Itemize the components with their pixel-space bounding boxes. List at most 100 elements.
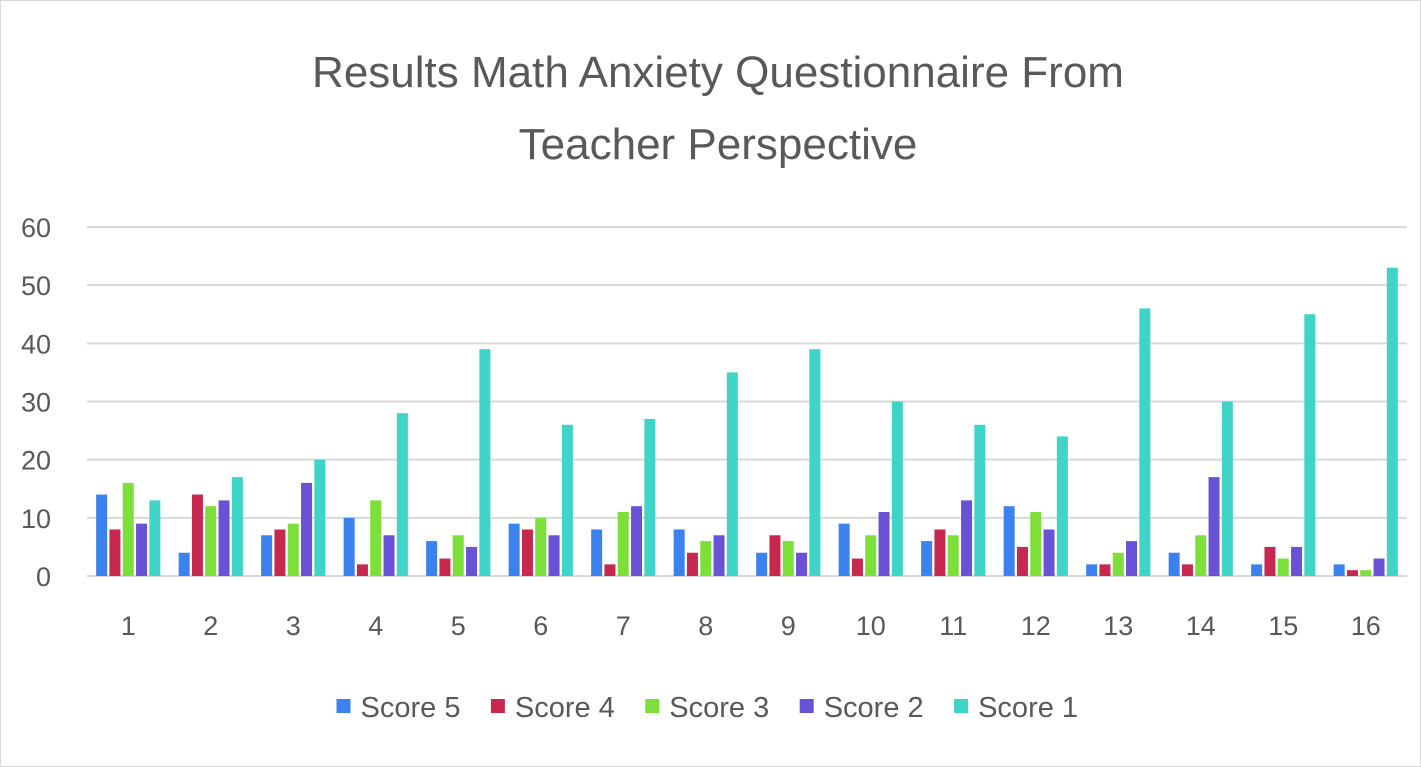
bar-score-2-cat-9 [796, 552, 808, 576]
bar-score-2-cat-2 [218, 500, 230, 576]
legend-label-score-5: Score 5 [361, 692, 461, 724]
bar-score-2-cat-6 [548, 535, 560, 576]
bar-score-3-cat-13 [1112, 552, 1124, 576]
bar-score-4-cat-7 [604, 564, 616, 576]
y-tick-label: 20 [21, 446, 51, 476]
bar-score-5-cat-14 [1168, 552, 1180, 576]
bar-score-2-cat-5 [466, 546, 478, 576]
bar-score-4-cat-5 [439, 558, 451, 576]
bar-score-5-cat-3 [261, 535, 273, 576]
bar-score-3-cat-16 [1360, 570, 1372, 576]
bar-score-2-cat-1 [136, 523, 148, 576]
legend-swatch-score-3 [645, 699, 660, 713]
bar-score-5-cat-5 [426, 541, 438, 576]
bar-score-5-cat-12 [1003, 506, 1015, 576]
x-tick-label: 9 [781, 611, 796, 641]
x-tick-label: 12 [1021, 611, 1051, 641]
bar-score-2-cat-10 [878, 512, 890, 576]
x-tick-label: 15 [1268, 611, 1298, 641]
legend-swatch-score-2 [799, 699, 814, 713]
chart-title-line-1: Results Math Anxiety Questionnaire From [312, 48, 1124, 97]
legend-swatch-score-5 [336, 699, 351, 713]
x-tick-label: 11 [939, 611, 967, 641]
bar-score-4-cat-16 [1346, 570, 1358, 576]
bar-score-1-cat-13 [1139, 308, 1151, 576]
bar-score-2-cat-12 [1043, 529, 1055, 576]
y-tick-label: 60 [21, 213, 51, 243]
bar-score-1-cat-16 [1386, 267, 1398, 576]
bar-score-3-cat-5 [452, 535, 464, 576]
bar-score-1-cat-15 [1304, 314, 1316, 576]
bar-score-2-cat-11 [961, 500, 973, 576]
bar-score-2-cat-7 [631, 506, 643, 576]
legend-swatch-score-4 [490, 699, 505, 713]
bar-score-4-cat-1 [109, 529, 121, 576]
bar-score-2-cat-8 [713, 535, 725, 576]
bar-score-3-cat-2 [205, 506, 217, 576]
x-tick-label: 13 [1103, 611, 1133, 641]
y-tick-label: 30 [21, 388, 51, 418]
x-tick-label: 8 [698, 611, 713, 641]
bar-score-4-cat-2 [191, 494, 203, 576]
bar-score-4-cat-11 [934, 529, 946, 576]
bar-score-1-cat-1 [149, 500, 161, 576]
legend: Score 5 Score 4 Score 3 Score 2 Score 1 [336, 692, 1078, 724]
bar-score-1-cat-8 [726, 372, 738, 576]
x-axis: 1 2 3 4 5 6 7 8 9 10 11 12 13 14 15 16 [121, 611, 1381, 641]
bar-score-3-cat-8 [700, 541, 712, 576]
y-axis: 0 10 20 30 40 50 60 [21, 213, 51, 592]
y-tick-label: 50 [21, 271, 51, 301]
bar-score-1-cat-6 [561, 424, 573, 576]
y-tick-label: 10 [21, 504, 51, 534]
bar-score-4-cat-4 [356, 564, 368, 576]
bar-score-4-cat-3 [274, 529, 286, 576]
bar-score-1-cat-5 [479, 349, 491, 576]
legend-label-score-3: Score 3 [669, 692, 769, 724]
y-tick-label: 40 [21, 329, 51, 359]
bar-score-2-cat-16 [1373, 558, 1385, 576]
bar-score-1-cat-4 [396, 413, 408, 576]
bar-score-1-cat-11 [974, 424, 986, 576]
x-tick-label: 4 [368, 611, 383, 641]
bar-score-3-cat-4 [370, 500, 382, 576]
bar-score-4-cat-10 [851, 558, 863, 576]
bar-score-5-cat-6 [508, 523, 520, 576]
bar-score-5-cat-2 [178, 552, 190, 576]
bar-score-3-cat-6 [535, 517, 547, 576]
bar-score-3-cat-12 [1030, 512, 1042, 576]
bar-score-3-cat-11 [947, 535, 959, 576]
x-tick-label: 1 [121, 611, 136, 641]
bar-score-5-cat-15 [1251, 564, 1263, 576]
x-tick-label: 7 [616, 611, 631, 641]
bar-score-1-cat-2 [231, 477, 243, 576]
legend-label-score-4: Score 4 [515, 692, 615, 724]
legend-label-score-1: Score 1 [978, 692, 1078, 724]
bar-score-4-cat-6 [521, 529, 533, 576]
bar-score-3-cat-14 [1195, 535, 1207, 576]
bar-score-1-cat-3 [314, 459, 326, 576]
bar-score-1-cat-10 [891, 401, 903, 576]
bar-score-5-cat-7 [591, 529, 603, 576]
x-tick-label: 3 [286, 611, 301, 641]
bar-score-3-cat-9 [782, 541, 794, 576]
x-tick-label: 5 [451, 611, 466, 641]
bar-score-2-cat-14 [1208, 477, 1220, 576]
x-tick-label: 6 [533, 611, 548, 641]
bar-score-5-cat-1 [96, 494, 108, 576]
bar-score-4-cat-13 [1099, 564, 1111, 576]
bar-score-3-cat-10 [865, 535, 877, 576]
chart-title: Results Math Anxiety Questionnaire From … [312, 48, 1124, 169]
bar-score-4-cat-8 [686, 552, 698, 576]
bar-score-3-cat-7 [617, 512, 629, 576]
bar-score-3-cat-15 [1277, 558, 1289, 576]
bar-score-5-cat-8 [673, 529, 685, 576]
bar-score-1-cat-12 [1056, 436, 1068, 576]
bar-score-5-cat-11 [921, 541, 933, 576]
bar-score-5-cat-16 [1333, 564, 1345, 576]
bar-score-1-cat-7 [644, 418, 656, 576]
x-tick-label: 10 [856, 611, 886, 641]
bar-score-4-cat-12 [1016, 546, 1028, 576]
bar-score-5-cat-13 [1086, 564, 1098, 576]
